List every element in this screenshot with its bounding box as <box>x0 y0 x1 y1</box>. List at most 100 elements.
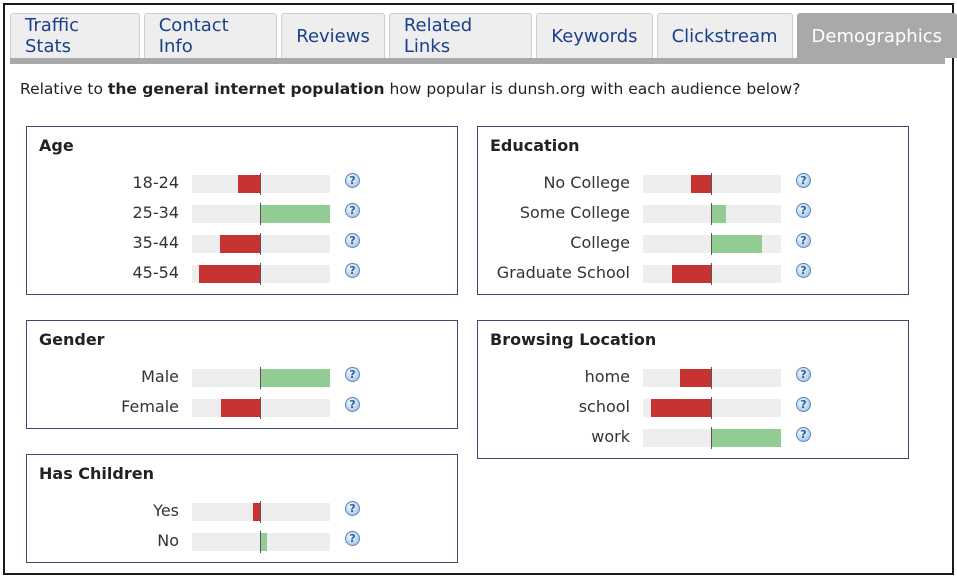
intro-before: Relative to <box>20 80 108 98</box>
popularity-track <box>192 367 330 389</box>
above-average-bar <box>261 205 330 223</box>
panel-has-children: Has Children Yes? No? <box>26 454 458 563</box>
demographic-row: work? <box>478 427 908 449</box>
help-icon[interactable]: ? <box>796 367 811 382</box>
tab-underline <box>10 58 945 64</box>
demographic-row: Yes? <box>27 501 457 523</box>
row-label: Some College <box>519 203 630 222</box>
help-icon[interactable]: ? <box>796 397 811 412</box>
demographic-row: school? <box>478 397 908 419</box>
tab-contact-info[interactable]: Contact Info <box>143 13 278 58</box>
below-average-bar <box>680 369 712 387</box>
baseline-axis <box>260 233 261 255</box>
demographic-row: No College? <box>478 173 908 195</box>
above-average-bar <box>712 205 726 223</box>
popularity-track <box>192 531 330 553</box>
popularity-track <box>643 173 781 195</box>
baseline-axis <box>260 531 261 553</box>
tab-clickstream[interactable]: Clickstream <box>656 13 793 58</box>
baseline-axis <box>711 173 712 195</box>
tab-reviews[interactable]: Reviews <box>281 13 385 58</box>
help-icon[interactable]: ? <box>796 233 811 248</box>
help-icon[interactable]: ? <box>345 367 360 382</box>
help-icon[interactable]: ? <box>345 397 360 412</box>
popularity-track <box>643 203 781 225</box>
popularity-track <box>192 263 330 285</box>
popularity-track <box>192 203 330 225</box>
tab-keywords[interactable]: Keywords <box>536 13 653 58</box>
panel-age: Age 18-24? 25-34? 35-44? 45-54? <box>26 126 458 295</box>
tab-related-links[interactable]: Related Links <box>388 13 533 58</box>
baseline-axis <box>260 501 261 523</box>
intro-bold: the general internet population <box>107 80 385 98</box>
row-label: 45-54 <box>132 263 180 282</box>
above-average-bar <box>261 369 330 387</box>
popularity-track <box>643 367 781 389</box>
below-average-bar <box>199 265 261 283</box>
row-label: No College <box>543 173 630 192</box>
help-icon[interactable]: ? <box>345 173 360 188</box>
baseline-axis <box>711 203 712 225</box>
demographic-row: Some College? <box>478 203 908 225</box>
panel-title: Browsing Location <box>490 330 657 349</box>
demographic-row: Female? <box>27 397 457 419</box>
help-icon[interactable]: ? <box>345 263 360 278</box>
intro-text: Relative to the general internet populat… <box>20 80 800 98</box>
demographic-row: 45-54? <box>27 263 457 285</box>
help-icon[interactable]: ? <box>796 427 811 442</box>
help-icon[interactable]: ? <box>796 203 811 218</box>
row-label: work <box>591 427 630 446</box>
row-label: 18-24 <box>132 173 180 192</box>
help-icon[interactable]: ? <box>796 173 811 188</box>
baseline-axis <box>711 367 712 389</box>
help-icon[interactable]: ? <box>345 501 360 516</box>
above-average-bar <box>261 533 267 551</box>
tab-bar: Traffic Stats Contact Info Reviews Relat… <box>10 13 957 60</box>
below-average-bar <box>238 175 261 193</box>
tab-traffic-stats[interactable]: Traffic Stats <box>10 13 140 58</box>
row-label: home <box>584 367 630 386</box>
panel-title: Gender <box>39 330 105 349</box>
demographic-row: 35-44? <box>27 233 457 255</box>
help-icon[interactable]: ? <box>345 203 360 218</box>
baseline-axis <box>260 203 261 225</box>
help-icon[interactable]: ? <box>345 233 360 248</box>
popularity-track <box>192 397 330 419</box>
help-icon[interactable]: ? <box>796 263 811 278</box>
below-average-bar <box>672 265 712 283</box>
demographic-row: Male? <box>27 367 457 389</box>
demographic-row: Graduate School? <box>478 263 908 285</box>
intro-after: how popular is dunsh.org with each audie… <box>384 80 801 98</box>
demographic-row: 25-34? <box>27 203 457 225</box>
popularity-track <box>643 427 781 449</box>
below-average-bar <box>691 175 712 193</box>
panel-browsing-location: Browsing Location home? school? work? <box>477 320 909 459</box>
panel-title: Age <box>39 136 74 155</box>
row-label: Female <box>121 397 179 416</box>
row-label: 35-44 <box>132 233 180 252</box>
row-label: No <box>157 531 179 550</box>
panel-education: Education No College? Some College? Colleg… <box>477 126 909 295</box>
below-average-bar <box>651 399 712 417</box>
row-label: school <box>578 397 630 416</box>
baseline-axis <box>260 173 261 195</box>
demographic-row: home? <box>478 367 908 389</box>
baseline-axis <box>711 427 712 449</box>
above-average-bar <box>712 429 781 447</box>
popularity-track <box>192 501 330 523</box>
demographic-row: College? <box>478 233 908 255</box>
demographic-row: 18-24? <box>27 173 457 195</box>
popularity-track <box>643 263 781 285</box>
demographic-row: No? <box>27 531 457 553</box>
baseline-axis <box>711 233 712 255</box>
below-average-bar <box>221 399 261 417</box>
below-average-bar <box>220 235 261 253</box>
row-label: College <box>570 233 630 252</box>
help-icon[interactable]: ? <box>345 531 360 546</box>
panel-title: Has Children <box>39 464 154 483</box>
baseline-axis <box>711 263 712 285</box>
popularity-track <box>192 233 330 255</box>
tab-demographics[interactable]: Demographics <box>796 13 957 58</box>
panel-title: Education <box>490 136 580 155</box>
baseline-axis <box>260 367 261 389</box>
